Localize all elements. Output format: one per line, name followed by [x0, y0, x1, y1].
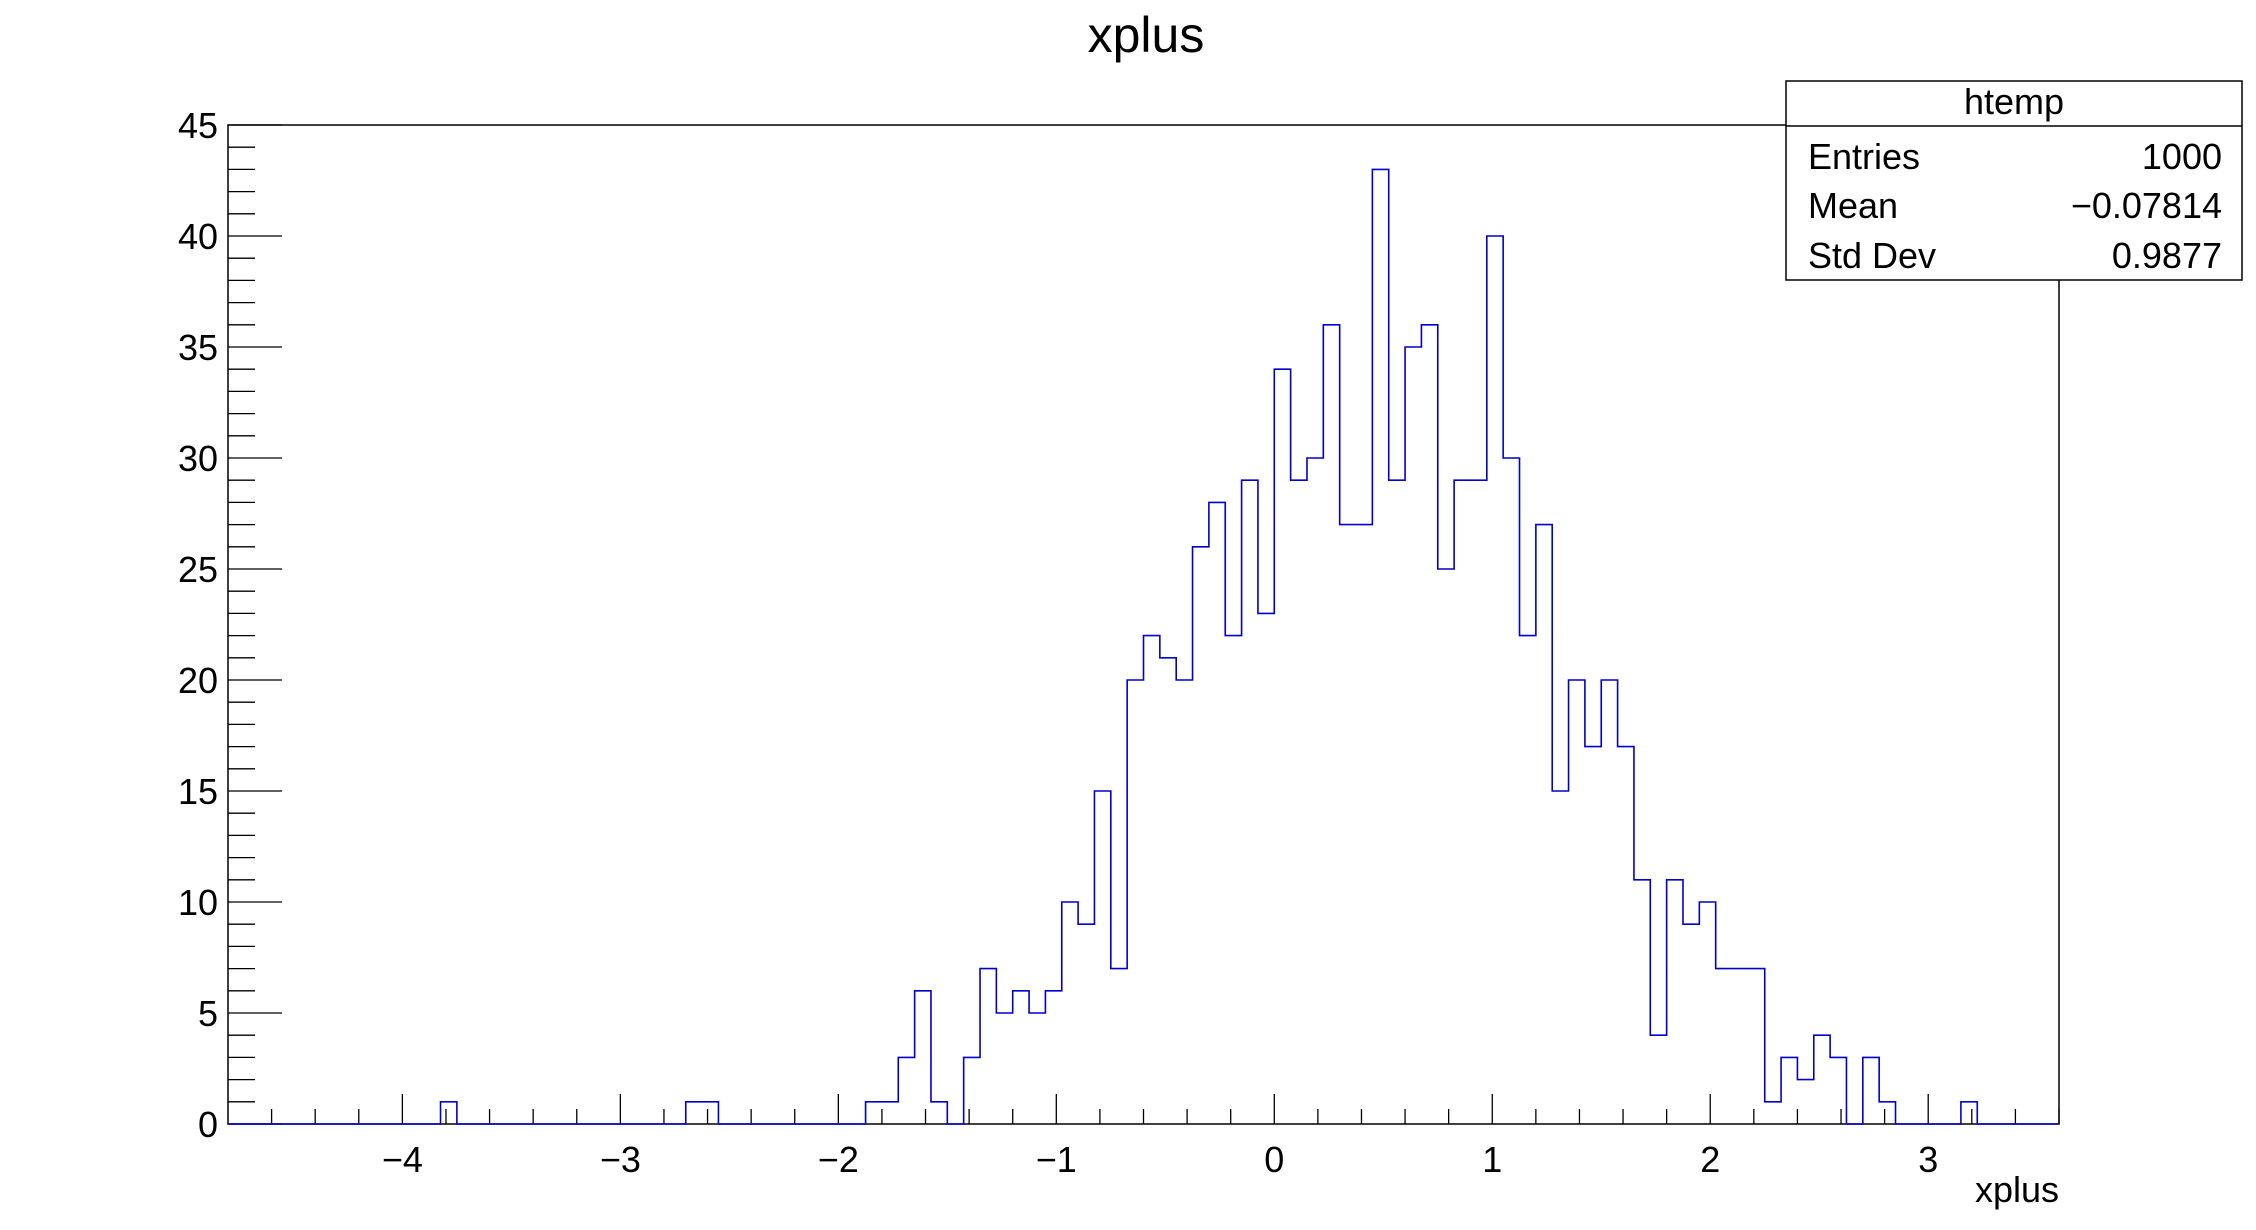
plot-area: 0 5 10 15 20 25 30 35 40 45 −4 −3 −2 −1 0 1 2 3	[178, 105, 2060, 1180]
y-tick-label: 0	[198, 1104, 218, 1145]
x-axis: −4 −3 −2 −1 0 1 2 3	[270, 1094, 2060, 1180]
x-tick-label: −4	[382, 1139, 423, 1180]
stats-mean-label: Mean	[1808, 185, 1898, 226]
y-tick-label: 40	[178, 216, 218, 257]
x-tick-label: 0	[1264, 1139, 1284, 1180]
y-tick-label: 20	[178, 660, 218, 701]
stats-entries-value: 1000	[2142, 136, 2222, 177]
x-tick-label: 1	[1482, 1139, 1502, 1180]
x-tick-label: 3	[1918, 1139, 1938, 1180]
x-tick-label: −3	[600, 1139, 641, 1180]
histogram-series	[228, 168, 2059, 1125]
y-tick-label: 45	[178, 105, 218, 146]
y-tick-label: 5	[198, 993, 218, 1034]
y-tick-label: 35	[178, 327, 218, 368]
x-tick-label: −2	[818, 1139, 859, 1180]
stats-box-frame	[1785, 80, 2243, 281]
stats-box-title: htemp	[1964, 81, 2064, 122]
x-tick-label: −1	[1036, 1139, 1077, 1180]
stats-stddev-value: 0.9877	[2112, 235, 2222, 276]
stats-entries-label: Entries	[1808, 136, 1920, 177]
y-tick-label: 15	[178, 771, 218, 812]
y-tick-label: 10	[178, 882, 218, 923]
stats-mean-value: −0.07814	[2071, 185, 2222, 226]
y-axis: 0 5 10 15 20 25 30 35 40 45	[178, 105, 282, 1145]
x-axis-label: xplus	[1975, 1169, 2059, 1210]
chart-title: xplus	[1088, 7, 1205, 63]
y-tick-label: 25	[178, 549, 218, 590]
stats-box: htemp Entries 1000 Mean −0.07814 Std Dev…	[1785, 80, 2243, 281]
x-tick-label: 2	[1700, 1139, 1720, 1180]
y-tick-label: 30	[178, 438, 218, 479]
stats-stddev-label: Std Dev	[1808, 235, 1936, 276]
